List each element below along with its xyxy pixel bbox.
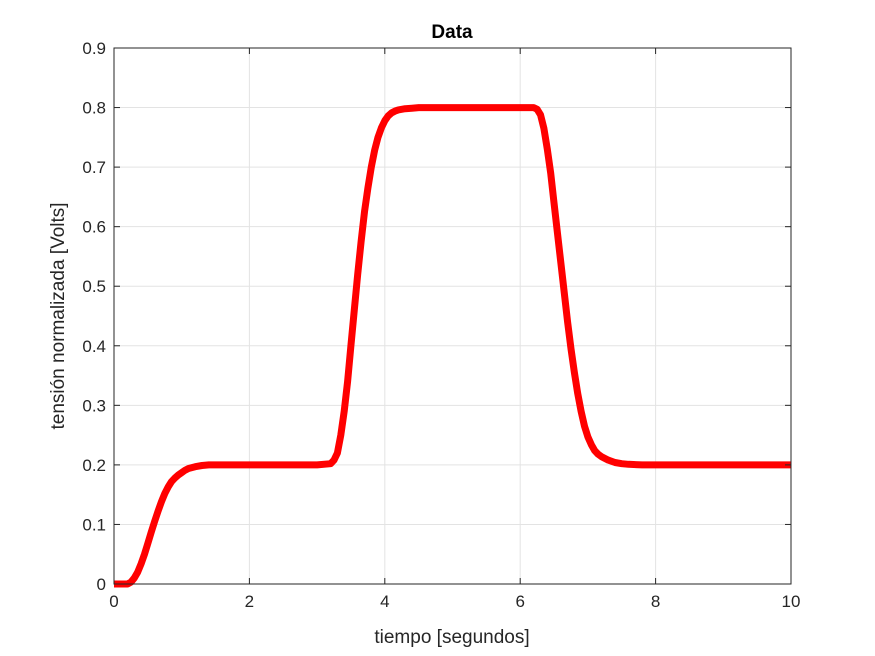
x-tick-label-4: 8	[651, 592, 660, 611]
y-tick-label-0: 0	[97, 575, 106, 594]
y-tick-label-2: 0.2	[82, 456, 106, 475]
y-tick-label-6: 0.6	[82, 218, 106, 237]
y-tick-label-8: 0.8	[82, 99, 106, 118]
y-tick-label-3: 0.3	[82, 396, 106, 415]
y-tick-label-7: 0.7	[82, 158, 106, 177]
y-tick-label-1: 0.1	[82, 515, 106, 534]
x-tick-label-1: 2	[245, 592, 254, 611]
y-tick-label-4: 0.4	[82, 337, 106, 356]
axes-border	[113, 47, 792, 585]
x-tick-label-5: 10	[782, 592, 801, 611]
series-line-0	[114, 104, 791, 588]
y-tick-label-9: 0.9	[82, 39, 106, 58]
x-tick-label-0: 0	[109, 592, 118, 611]
x-tick-label-3: 6	[515, 592, 524, 611]
x-axis-label: tiempo [segundos]	[374, 627, 529, 648]
chart-title: Data	[431, 22, 473, 43]
plot-area: 0 2 4 6 8 10 0 0.1 0.2 0.3 0.4 0.5 0.6 0.7 0.8 0.9	[82, 39, 800, 611]
y-tick-label-5: 0.5	[82, 277, 106, 296]
axes-box	[113, 47, 792, 585]
y-axis-label: tensión normalizada [Volts]	[48, 202, 69, 429]
x-tick-label-2: 4	[380, 592, 389, 611]
